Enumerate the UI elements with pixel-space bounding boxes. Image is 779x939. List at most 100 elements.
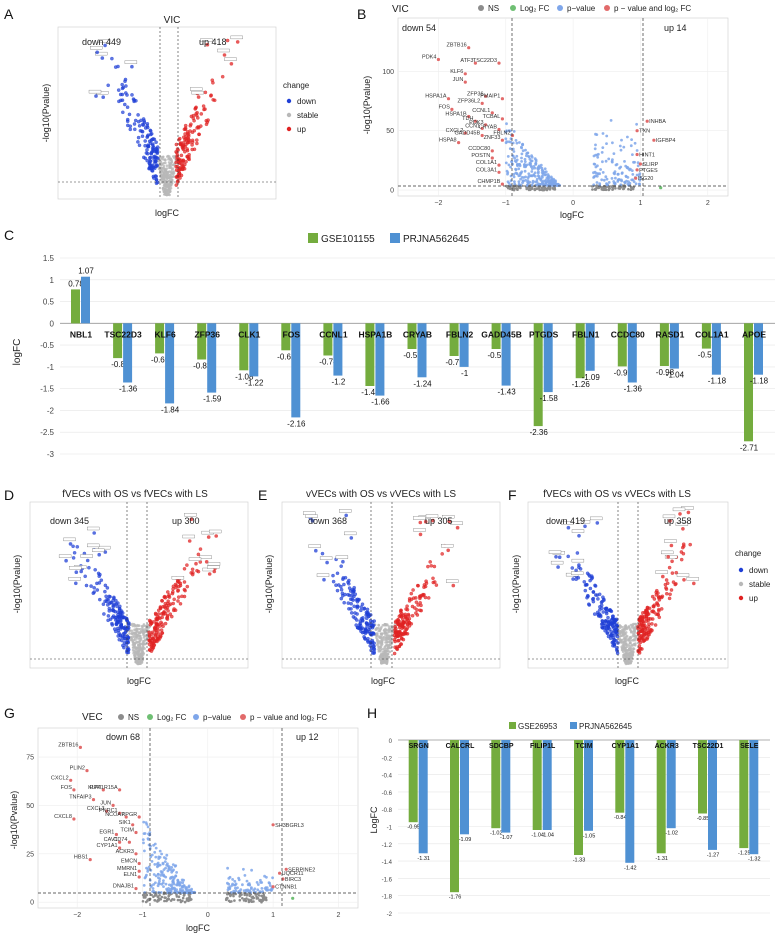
stable-point xyxy=(377,624,381,627)
down-point xyxy=(140,129,144,133)
bar-prjna562645 xyxy=(585,323,595,371)
stable-point xyxy=(622,638,625,641)
bar-gse101155 xyxy=(407,323,417,349)
y-tick-label: 1.5 xyxy=(43,254,55,263)
significant-point xyxy=(111,803,115,808)
up-point xyxy=(679,557,684,562)
stable-point xyxy=(163,193,166,196)
stable-point xyxy=(164,188,167,192)
significant-point xyxy=(480,133,484,138)
up-point xyxy=(656,612,660,616)
gene-label-box xyxy=(550,560,564,565)
gene-label: CXCL3 xyxy=(87,806,105,812)
gene-label-box xyxy=(63,537,76,542)
pvalue-point xyxy=(234,882,238,886)
gene-label-box xyxy=(655,570,668,574)
stable-point xyxy=(138,634,142,638)
pvalue-point xyxy=(530,170,534,173)
gene-label: JUN xyxy=(100,800,111,806)
category-label: APOE xyxy=(742,329,766,339)
up-point xyxy=(173,582,178,587)
bar-prjna562645 xyxy=(501,740,511,833)
category-label: SELE xyxy=(740,743,759,750)
significant-point xyxy=(635,152,639,157)
up-outlier-point xyxy=(194,561,198,566)
up-outlier-point xyxy=(204,560,209,564)
up-point xyxy=(642,614,647,619)
gene-label-box xyxy=(662,514,676,519)
stable-point xyxy=(634,622,638,626)
gene-label-box xyxy=(190,87,203,91)
up-point xyxy=(396,618,401,623)
down-point xyxy=(363,637,367,641)
y-tick-label: -1.6 xyxy=(382,877,393,883)
pvalue-point xyxy=(187,884,191,888)
gene-label-box xyxy=(450,521,463,525)
data-label: -1.44 xyxy=(361,388,380,397)
up-outlier-point xyxy=(447,519,452,524)
gridlines xyxy=(38,728,358,908)
up-outlier-point xyxy=(235,40,240,44)
significant-point xyxy=(490,156,494,160)
gene-label-box xyxy=(92,548,105,552)
legend: NS Log₂ FC p−value p − value and log₂ FC xyxy=(118,713,327,722)
y-tick-label: -0.6 xyxy=(382,791,393,797)
stable-point xyxy=(627,655,631,658)
up-point xyxy=(197,132,201,137)
pvalue-point xyxy=(626,165,629,169)
significant-point xyxy=(131,823,135,827)
pvalue-point xyxy=(164,882,168,886)
up-point xyxy=(405,604,409,608)
up-point xyxy=(174,183,179,187)
y-axis-label: -log10(Pvalue) xyxy=(362,76,372,135)
gene-label: COL1A1 xyxy=(476,160,497,166)
significant-point xyxy=(88,858,92,862)
pvalue-point xyxy=(607,157,611,161)
gene-label-box xyxy=(672,507,686,512)
stable-point xyxy=(385,623,388,627)
gene-label: HSPA8 xyxy=(439,138,457,144)
pvalue-point xyxy=(605,177,609,181)
gene-label-box xyxy=(124,60,138,64)
significant-point xyxy=(473,61,477,65)
up-point xyxy=(171,601,175,606)
gene-label-box xyxy=(69,566,82,570)
stable-point xyxy=(170,161,173,164)
pvalue-point xyxy=(506,155,510,158)
up-point xyxy=(161,611,165,616)
down-point xyxy=(114,621,119,625)
gene-label-box xyxy=(305,514,318,518)
legend-marker-up xyxy=(286,126,292,132)
category-label: KLF6 xyxy=(154,329,176,339)
down-point xyxy=(153,159,157,164)
significant-point xyxy=(463,80,467,84)
stable-point xyxy=(380,633,383,637)
pvalue-point xyxy=(158,879,161,883)
ns-point xyxy=(146,899,149,903)
pvalue-point xyxy=(524,148,527,152)
pvalue-point xyxy=(513,182,517,186)
y-tick-label: -0.4 xyxy=(382,774,393,780)
stable-point xyxy=(132,638,136,642)
ns-point xyxy=(512,188,516,192)
ns-point xyxy=(247,898,250,901)
down-point xyxy=(331,579,336,584)
pvalue-point xyxy=(530,154,533,158)
legend-marker-up xyxy=(738,595,744,601)
category-label: FILIP1L xyxy=(530,743,556,750)
pvalue-point xyxy=(142,884,146,887)
pvalue-point xyxy=(600,178,604,182)
pvalue-point xyxy=(613,170,617,174)
down-point xyxy=(148,159,153,163)
plot-area xyxy=(527,501,729,669)
pvalue-point xyxy=(636,161,640,165)
up-point xyxy=(165,617,170,621)
gene-label-box xyxy=(344,531,357,536)
stable-point xyxy=(160,163,164,166)
significant-point xyxy=(652,138,656,142)
pvalue-point xyxy=(242,867,245,871)
down-point xyxy=(609,621,614,626)
up-point xyxy=(185,155,190,159)
gene-label-box xyxy=(335,555,349,559)
